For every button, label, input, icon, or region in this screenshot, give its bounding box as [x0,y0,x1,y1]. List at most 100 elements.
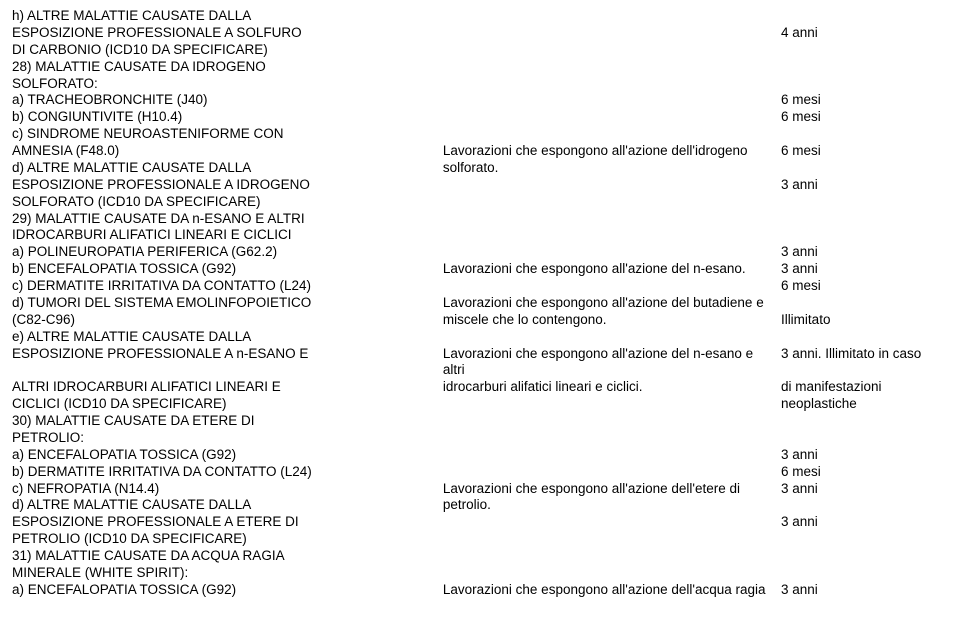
disease-cell: a) ENCEFALOPATIA TOSSICA (G92) [12,447,443,464]
table-row: c) NEFROPATIA (N14.4)Lavorazioni che esp… [12,481,948,498]
disease-cell: ESPOSIZIONE PROFESSIONALE A n-ESANO E [12,346,443,380]
table-row: 31) MALATTIE CAUSATE DA ACQUA RAGIA [12,548,948,565]
lavorazioni-cell [443,548,781,565]
document-table: h) ALTRE MALATTIE CAUSATE DALLAESPOSIZIO… [12,8,948,599]
lavorazioni-cell [443,211,781,228]
lavorazioni-cell [443,413,781,430]
disease-cell: c) DERMATITE IRRITATIVA DA CONTATTO (L24… [12,278,443,295]
duration-cell: 4 anni [781,25,948,42]
disease-cell: DI CARBONIO (ICD10 DA SPECIFICARE) [12,42,443,59]
disease-cell: IDROCARBURI ALIFATICI LINEARI E CICLICI [12,227,443,244]
disease-cell: b) DERMATITE IRRITATIVA DA CONTATTO (L24… [12,464,443,481]
disease-cell: d) ALTRE MALATTIE CAUSATE DALLA [12,160,443,177]
table-row: ESPOSIZIONE PROFESSIONALE A ETERE DI 3 an… [12,514,948,531]
duration-cell [781,497,948,514]
duration-cell [781,42,948,59]
table-row: a) ENCEFALOPATIA TOSSICA (G92)Lavorazion… [12,582,948,599]
duration-cell [781,329,948,346]
duration-cell [781,160,948,177]
disease-cell: ESPOSIZIONE PROFESSIONALE A SOLFURO [12,25,443,42]
disease-cell: ALTRI IDROCARBURI ALIFATICI LINEARI E [12,379,443,396]
lavorazioni-cell [443,177,781,194]
table-row: IDROCARBURI ALIFATICI LINEARI E CICLICI [12,227,948,244]
lavorazioni-cell [443,396,781,413]
disease-cell: (C82-C96) [12,312,443,329]
duration-cell [781,194,948,211]
disease-cell: d) ALTRE MALATTIE CAUSATE DALLA [12,497,443,514]
lavorazioni-cell [443,329,781,346]
lavorazioni-cell [443,278,781,295]
disease-cell: SOLFORATO: [12,76,443,93]
duration-cell [781,211,948,228]
table-row: c) DERMATITE IRRITATIVA DA CONTATTO (L24… [12,278,948,295]
duration-cell: Illimitato [781,312,948,329]
lavorazioni-cell [443,25,781,42]
lavorazioni-cell [443,42,781,59]
disease-cell: CICLICI (ICD10 DA SPECIFICARE) [12,396,443,413]
duration-cell [781,548,948,565]
table-row: d) ALTRE MALATTIE CAUSATE DALLApetrolio. [12,497,948,514]
table-row: ESPOSIZIONE PROFESSIONALE A SOLFURO 4 ann… [12,25,948,42]
disease-cell: b) CONGIUNTIVITE (H10.4) [12,109,443,126]
lavorazioni-cell [443,514,781,531]
table-row: b) ENCEFALOPATIA TOSSICA (G92)Lavorazion… [12,261,948,278]
lavorazioni-cell [443,464,781,481]
duration-cell [781,76,948,93]
lavorazioni-cell [443,109,781,126]
duration-cell: 3 anni [781,582,948,599]
disease-cell: PETROLIO (ICD10 DA SPECIFICARE) [12,531,443,548]
duration-cell [781,8,948,25]
duration-cell: neoplastiche [781,396,948,413]
disease-cell: ESPOSIZIONE PROFESSIONALE A ETERE DI [12,514,443,531]
table-row: h) ALTRE MALATTIE CAUSATE DALLA [12,8,948,25]
duration-cell: 3 anni [781,514,948,531]
disease-cell: AMNESIA (F48.0) [12,143,443,160]
table-row: ALTRI IDROCARBURI ALIFATICI LINEARI Eidr… [12,379,948,396]
duration-cell [781,430,948,447]
lavorazioni-cell [443,430,781,447]
table-row: d) ALTRE MALATTIE CAUSATE DALLAsolforato… [12,160,948,177]
table-row: SOLFORATO (ICD10 DA SPECIFICARE) [12,194,948,211]
lavorazioni-cell: Lavorazioni che espongono all'azione del… [443,346,781,380]
table-row: DI CARBONIO (ICD10 DA SPECIFICARE) [12,42,948,59]
duration-cell: 3 anni [781,244,948,261]
duration-cell: 3 anni [781,261,948,278]
lavorazioni-cell: solforato. [443,160,781,177]
lavorazioni-cell: Lavorazioni che espongono all'azione del… [443,582,781,599]
disease-cell: 28) MALATTIE CAUSATE DA IDROGENO [12,59,443,76]
disease-cell: e) ALTRE MALATTIE CAUSATE DALLA [12,329,443,346]
lavorazioni-cell [443,59,781,76]
table-row: MINERALE (WHITE SPIRIT): [12,565,948,582]
lavorazioni-cell [443,194,781,211]
table-row: CICLICI (ICD10 DA SPECIFICARE) neoplastic… [12,396,948,413]
table-row: e) ALTRE MALATTIE CAUSATE DALLA [12,329,948,346]
lavorazioni-cell [443,531,781,548]
table-row: d) TUMORI DEL SISTEMA EMOLINFOPOIETICOLa… [12,295,948,312]
disease-cell: 29) MALATTIE CAUSATE DA n-ESANO E ALTRI [12,211,443,228]
lavorazioni-cell [443,8,781,25]
duration-cell: 6 mesi [781,278,948,295]
lavorazioni-cell: idrocarburi alifatici lineari e ciclici. [443,379,781,396]
table-row: ESPOSIZIONE PROFESSIONALE A IDROGENO3 an… [12,177,948,194]
disease-cell: a) ENCEFALOPATIA TOSSICA (G92) [12,582,443,599]
duration-cell [781,295,948,312]
table-row: 29) MALATTIE CAUSATE DA n-ESANO E ALTRI [12,211,948,228]
disease-cell: b) ENCEFALOPATIA TOSSICA (G92) [12,261,443,278]
table-row: a) POLINEUROPATIA PERIFERICA (G62.2)3 an… [12,244,948,261]
lavorazioni-cell: Lavorazioni che espongono all'azione del… [443,295,781,312]
lavorazioni-cell: Lavorazioni che espongono all'azione del… [443,481,781,498]
lavorazioni-cell [443,92,781,109]
disease-cell: SOLFORATO (ICD10 DA SPECIFICARE) [12,194,443,211]
disease-cell: d) TUMORI DEL SISTEMA EMOLINFOPOIETICO [12,295,443,312]
lavorazioni-cell: petrolio. [443,497,781,514]
duration-cell: 6 mesi [781,109,948,126]
duration-cell: 3 anni [781,447,948,464]
duration-cell: 6 mesi [781,143,948,160]
lavorazioni-cell: miscele che lo contengono. [443,312,781,329]
lavorazioni-cell [443,126,781,143]
disease-cell: c) SINDROME NEUROASTENIFORME CON [12,126,443,143]
table-row: AMNESIA (F48.0)Lavorazioni che espongono… [12,143,948,160]
disease-cell: MINERALE (WHITE SPIRIT): [12,565,443,582]
disease-cell: a) TRACHEOBRONCHITE (J40) [12,92,443,109]
lavorazioni-cell: Lavorazioni che espongono all'azione del… [443,143,781,160]
